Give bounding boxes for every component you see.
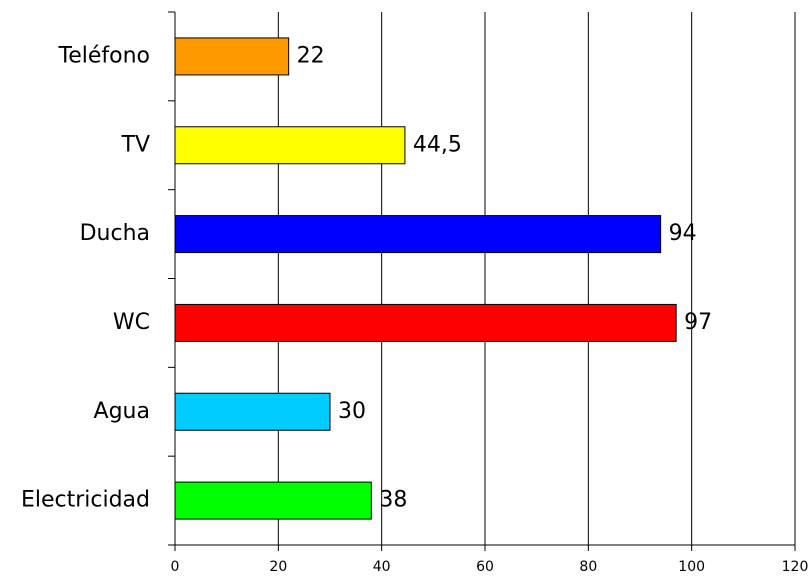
value-label: 97: [684, 310, 712, 335]
y-tick-label: Electricidad: [21, 488, 150, 513]
y-tick-label: TV: [121, 132, 151, 157]
bar: [174, 392, 331, 431]
value-label: 94: [669, 221, 697, 246]
y-tick-label: Teléfono: [58, 43, 151, 68]
value-label: 22: [297, 43, 325, 68]
x-tick-label: 60: [476, 559, 494, 575]
x-tick-label: 80: [579, 559, 597, 575]
x-tick-label: 100: [678, 559, 705, 575]
value-label: 44,5: [413, 132, 462, 157]
x-tick-label: 40: [373, 559, 391, 575]
x-tick-label: 120: [782, 559, 809, 575]
bar: [174, 126, 406, 165]
value-label: 38: [379, 488, 407, 513]
y-tick-label: Ducha: [80, 221, 150, 246]
bar: [174, 215, 662, 254]
y-tick-label: WC: [113, 310, 150, 335]
bar: [174, 37, 290, 76]
y-tick-label: Agua: [94, 399, 150, 424]
bar: [174, 303, 677, 342]
x-tick-label: 20: [269, 559, 287, 575]
x-tick-label: 0: [171, 559, 180, 575]
value-label: 30: [338, 399, 366, 424]
bar: [174, 481, 372, 520]
